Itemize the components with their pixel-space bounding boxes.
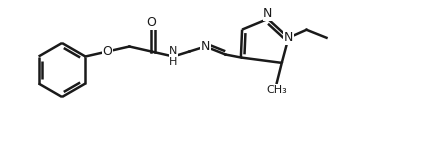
Text: N: N xyxy=(201,40,210,53)
Text: CH₃: CH₃ xyxy=(266,85,287,95)
Text: N: N xyxy=(284,31,293,44)
Text: N
H: N H xyxy=(169,46,178,67)
Text: O: O xyxy=(146,16,156,29)
Text: O: O xyxy=(103,45,112,58)
Text: N: N xyxy=(263,7,273,20)
